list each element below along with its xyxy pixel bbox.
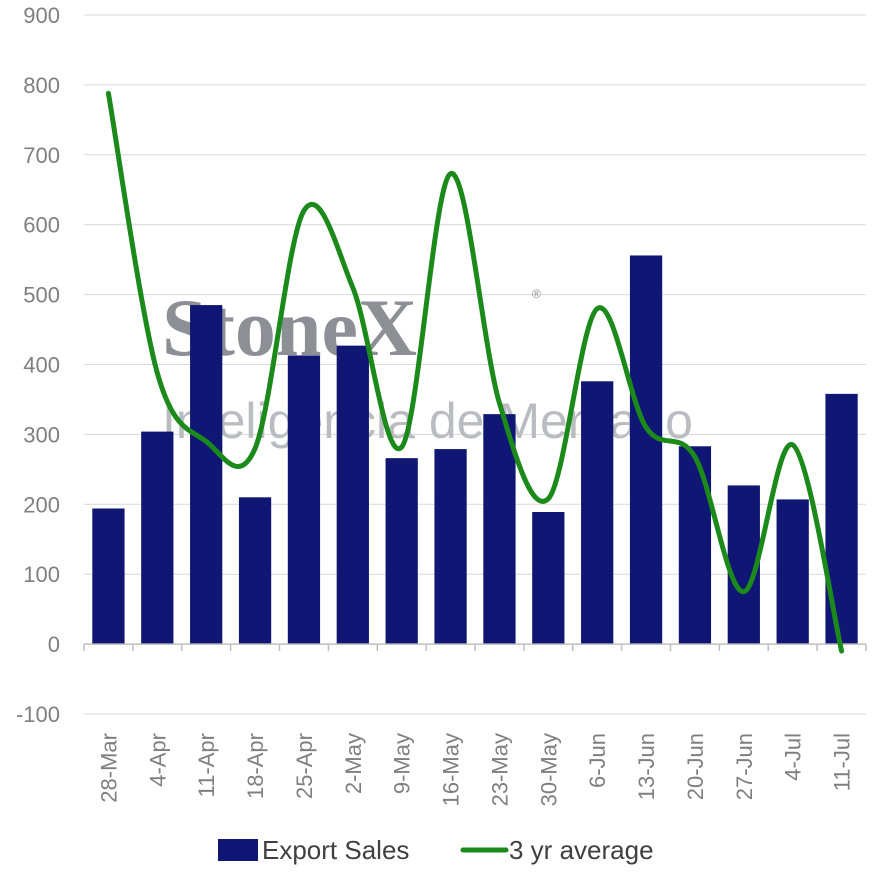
y-tick-label: 800 bbox=[23, 73, 60, 98]
x-tick-label: 11-Apr bbox=[194, 733, 219, 797]
x-tick-label: 25-Apr bbox=[292, 733, 317, 799]
x-tick-label: 9-May bbox=[390, 733, 415, 794]
bar-export-sales bbox=[629, 255, 663, 645]
y-tick-label: 900 bbox=[23, 3, 60, 28]
x-tick-label: 13-Jun bbox=[634, 733, 659, 800]
bar-export-sales bbox=[238, 497, 272, 645]
x-tick-label: 30-May bbox=[536, 733, 561, 806]
legend-swatch-export-sales bbox=[218, 839, 258, 861]
bar-export-sales bbox=[483, 414, 516, 645]
watermark-registered-mark: ® bbox=[532, 287, 541, 301]
y-tick-label: 300 bbox=[23, 422, 60, 447]
x-tick-label: 4-Jul bbox=[781, 733, 806, 781]
y-tick-label: 200 bbox=[23, 492, 60, 517]
y-tick-label: 100 bbox=[23, 562, 60, 587]
bar-export-sales bbox=[532, 511, 565, 645]
bar-export-sales bbox=[434, 449, 467, 645]
x-tick-label: 2-May bbox=[341, 733, 366, 794]
x-axis bbox=[83, 643, 867, 652]
x-tick-label: 18-Apr bbox=[243, 733, 268, 799]
x-tick-label: 6-Jun bbox=[585, 733, 610, 788]
y-tick-label: 700 bbox=[23, 143, 60, 168]
bar-export-sales bbox=[385, 458, 418, 645]
bar-export-sales bbox=[678, 446, 712, 645]
bar-export-sales bbox=[92, 508, 125, 645]
x-tick-label: 11-Jul bbox=[830, 733, 855, 791]
y-axis-tick-labels: -100 0 100 200 300 400 500 600 700 800 900 bbox=[16, 3, 60, 727]
bar-export-sales bbox=[190, 305, 223, 645]
x-tick-label: 28-Mar bbox=[96, 733, 121, 803]
y-tick-label: 600 bbox=[23, 213, 60, 238]
legend: Export Sales 3 yr average bbox=[218, 835, 654, 865]
bar-export-sales bbox=[141, 431, 174, 645]
y-tick-label: 0 bbox=[48, 632, 60, 657]
export-sales-bars bbox=[92, 255, 858, 645]
x-axis-tick-labels: 28-Mar 4-Apr 11-Apr 18-Apr 25-Apr 2-May 9-May 1… bbox=[96, 733, 854, 806]
three-yr-average-line-group bbox=[105, 90, 845, 654]
bar-export-sales bbox=[336, 345, 369, 645]
legend-label-export-sales: Export Sales bbox=[262, 835, 409, 865]
x-tick-label: 20-Jun bbox=[683, 733, 708, 800]
y-tick-label: 400 bbox=[23, 353, 60, 378]
y-tick-label: -100 bbox=[16, 702, 60, 727]
x-tick-label: 4-Apr bbox=[145, 733, 170, 787]
x-tick-label: 16-May bbox=[439, 733, 464, 806]
legend-label-3-yr-average: 3 yr average bbox=[509, 835, 654, 865]
x-tick-label: 23-May bbox=[487, 733, 512, 806]
bar-export-sales bbox=[287, 355, 321, 645]
bar-export-sales bbox=[581, 381, 614, 645]
line-3-yr-average bbox=[105, 90, 845, 654]
bar-export-sales bbox=[825, 393, 858, 645]
x-tick-label: 27-Jun bbox=[732, 733, 757, 800]
y-tick-label: 500 bbox=[23, 283, 60, 308]
bar-export-sales bbox=[776, 499, 809, 645]
